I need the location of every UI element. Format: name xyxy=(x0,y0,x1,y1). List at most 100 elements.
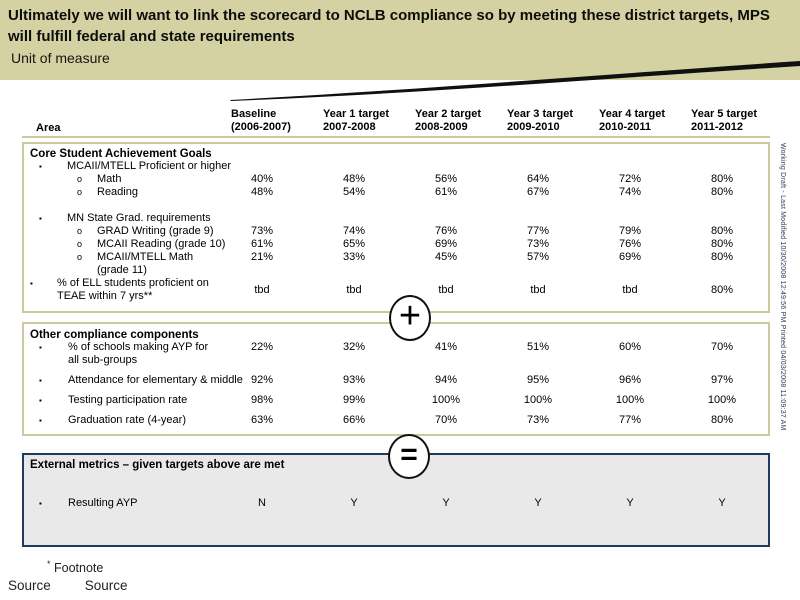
row-value: N xyxy=(258,497,266,509)
table-header-underline xyxy=(22,136,770,138)
section-title: Other compliance components xyxy=(30,329,199,341)
row-value: 69% xyxy=(618,251,642,263)
row-value: 61% xyxy=(250,238,274,250)
column-header: Year 4 target 2010-2011 xyxy=(584,108,676,134)
row-value: 100% xyxy=(615,394,645,406)
column-header-line2: (2006-2007) xyxy=(231,121,291,133)
row-label-cell: o GRAD Writing (grade 9) xyxy=(24,225,216,238)
row-value: 33% xyxy=(342,251,366,263)
row-value: 48% xyxy=(250,186,274,198)
row-value: 69% xyxy=(434,238,458,250)
row-label: Resulting AYP xyxy=(68,497,138,509)
column-header: Year 3 target 2009-2010 xyxy=(492,108,584,134)
table-row: o Reading 48% 54% 61% 67% 74% 80% xyxy=(24,186,768,199)
circle-bullet-icon: o xyxy=(77,252,83,262)
table-row: ▪ Testing participation rate 98% 99% 100% 100… xyxy=(24,394,768,407)
table-row: o Math 40% 48% 56% 64% 72% 80% xyxy=(24,173,768,186)
column-header: Baseline (2006-2007) xyxy=(216,108,308,134)
row-label: MCAII/MTELL Math (grade 11) xyxy=(97,251,194,276)
column-header-line1: Baseline xyxy=(231,108,277,120)
table-row: o GRAD Writing (grade 9) 73% 74% 76% 77% 79% 80… xyxy=(24,225,768,238)
row-label: Attendance for elementary & middle xyxy=(68,374,243,386)
draft-watermark: Working Draft - Last Modified 10/30/2008… xyxy=(779,143,786,431)
row-value: 93% xyxy=(342,374,366,386)
row-label-cell: o MCAII Reading (grade 10) xyxy=(24,238,225,251)
section-core-student-achievement: Core Student Achievement Goals ▪ MCAII/MTE… xyxy=(22,142,770,313)
row-value: 80% xyxy=(710,414,734,426)
column-header-line1: Year 5 target xyxy=(691,108,758,120)
row-value: 97% xyxy=(710,374,734,386)
row-value: 73% xyxy=(250,225,274,237)
column-header-line1: Year 4 target xyxy=(599,108,666,120)
row-value: 80% xyxy=(710,173,734,185)
column-header-line2: 2010-2011 xyxy=(599,121,651,133)
header-band xyxy=(0,0,800,80)
row-value: 77% xyxy=(618,414,642,426)
square-bullet-icon: ▪ xyxy=(39,499,42,508)
row-value: 63% xyxy=(250,414,274,426)
column-header: Year 2 target 2008-2009 xyxy=(400,108,492,134)
row-label: % of schools making AYP for all sub-grou… xyxy=(68,341,209,366)
unit-of-measure-label: Unit of measure xyxy=(11,50,110,66)
circle-bullet-icon: o xyxy=(77,187,83,197)
footnote-text: Footnote xyxy=(54,561,104,576)
row-value: 64% xyxy=(526,173,550,185)
row-value: 66% xyxy=(342,414,366,426)
footnote-marker: * xyxy=(47,559,51,569)
row-value: 70% xyxy=(710,341,734,353)
row-value: 94% xyxy=(434,374,458,386)
row-value: 73% xyxy=(526,238,550,250)
square-bullet-icon: ▪ xyxy=(39,416,42,425)
row-label: Math xyxy=(97,173,122,185)
row-value: 65% xyxy=(342,238,366,250)
table-row: o MCAII/MTELL Math (grade 11) 21% 33% 45% 57%… xyxy=(24,251,768,277)
row-value: 100% xyxy=(431,394,461,406)
table-row: ▪ MCAII/MTELL Proficient or higher xyxy=(24,160,768,173)
table-row: ▪ MN State Grad. requirements xyxy=(24,212,768,225)
row-label: Testing participation rate xyxy=(68,394,188,406)
row-value: 48% xyxy=(342,173,366,185)
row-value: 74% xyxy=(618,186,642,198)
column-header: Year 1 target 2007-2008 xyxy=(308,108,400,134)
row-value: 21% xyxy=(250,251,274,263)
row-value: 99% xyxy=(342,394,366,406)
row-value: 79% xyxy=(618,225,642,237)
row-label: MN State Grad. requirements xyxy=(67,212,211,224)
column-header-area: Area xyxy=(36,122,61,134)
row-value: 40% xyxy=(250,173,274,185)
table-row: ▪ Graduation rate (4-year) 63% 66% 70% 73% 77%… xyxy=(24,414,768,427)
row-value: Y xyxy=(442,497,450,509)
row-value: 80% xyxy=(710,251,734,263)
row-label-cell: ▪ % of ELL students proficient on TEAE wi… xyxy=(24,277,216,303)
section-title: External metrics – given targets above a… xyxy=(30,459,285,471)
column-header-line1: Year 1 target xyxy=(323,108,390,120)
row-value: 57% xyxy=(526,251,550,263)
plus-operator-badge: + xyxy=(389,295,431,341)
section-other-compliance: Other compliance components ▪ % of schools… xyxy=(22,322,770,436)
column-header-line2: 2011-2012 xyxy=(691,121,743,133)
row-value: Y xyxy=(534,497,542,509)
table-row: o MCAII Reading (grade 10) 61% 65% 69% 73% 76%… xyxy=(24,238,768,251)
row-label-cell: ▪ Attendance for elementary & middle xyxy=(24,374,243,387)
source-value: Source xyxy=(84,578,128,593)
row-value: 41% xyxy=(434,341,458,353)
row-label-cell: ▪ MCAII/MTELL Proficient or higher xyxy=(24,160,231,173)
row-label-cell: ▪ Graduation rate (4-year) xyxy=(24,414,216,427)
table-header-row: Area Baseline (2006-2007) Year 1 target 2007… xyxy=(24,98,768,134)
circle-bullet-icon: o xyxy=(77,174,83,184)
row-value: tbd xyxy=(254,283,270,296)
row-value: 74% xyxy=(342,225,366,237)
row-value: 96% xyxy=(618,374,642,386)
section-title: Core Student Achievement Goals xyxy=(30,148,212,160)
row-value: tbd xyxy=(438,283,454,296)
row-label: MCAII Reading (grade 10) xyxy=(97,238,226,250)
row-value: 95% xyxy=(526,374,550,386)
row-value: 32% xyxy=(342,341,366,353)
table-row: ▪ Resulting AYP N Y Y Y Y Y xyxy=(24,497,768,510)
row-value: 80% xyxy=(710,238,734,250)
square-bullet-icon: ▪ xyxy=(39,214,42,223)
row-label-cell: o Math xyxy=(24,173,216,186)
column-header: Year 5 target 2011-2012 xyxy=(676,108,768,134)
row-label-cell: ▪ Testing participation rate xyxy=(24,394,216,407)
column-header-line2: 2008-2009 xyxy=(415,121,468,133)
